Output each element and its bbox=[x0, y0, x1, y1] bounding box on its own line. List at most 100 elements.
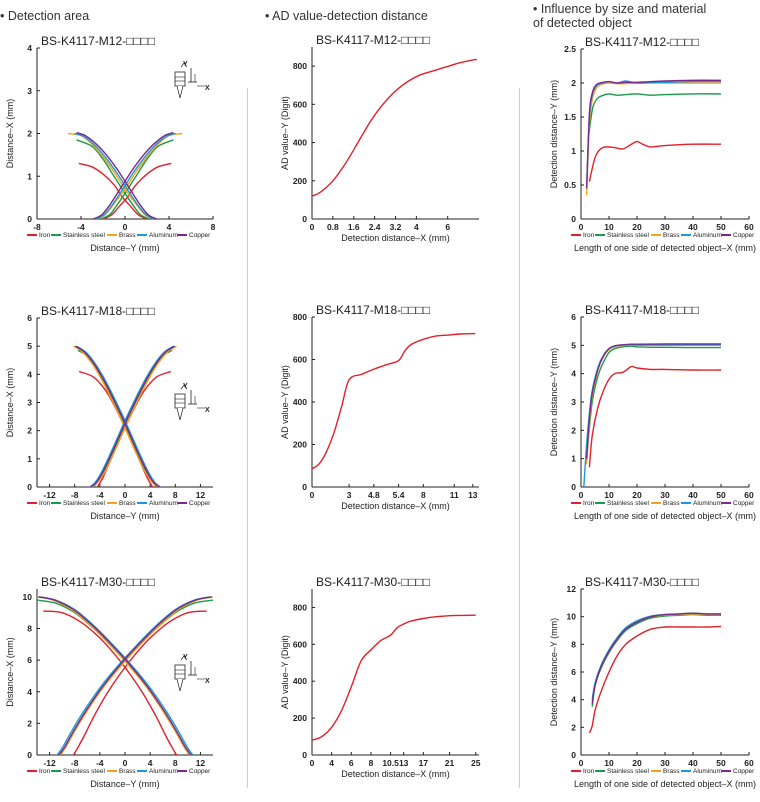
sensor-diagram: YX bbox=[155, 651, 215, 711]
x-tick-label: -4 bbox=[96, 490, 104, 500]
diagram-y-label: Y bbox=[183, 383, 188, 390]
y-tick-label: 6 bbox=[27, 655, 32, 665]
series-line-copper bbox=[76, 131, 158, 219]
legend-item-label: Brass bbox=[663, 232, 680, 239]
legend-item-label: Aluminum bbox=[149, 768, 178, 775]
series-group bbox=[312, 332, 476, 470]
series-line-copper bbox=[591, 612, 722, 704]
x-tick-label: 30 bbox=[660, 758, 670, 768]
column-divider-right bbox=[519, 88, 520, 788]
diagram-x-label: X bbox=[205, 678, 210, 685]
legend-item-label: Aluminum bbox=[149, 232, 178, 239]
series-group bbox=[67, 131, 183, 219]
legend-item-label: Brass bbox=[119, 500, 136, 507]
x-tick-label: 21 bbox=[445, 758, 455, 768]
y-tick-label: 5 bbox=[571, 340, 576, 350]
legend-item-label: Copper bbox=[189, 768, 211, 775]
series-line-iron bbox=[588, 365, 722, 468]
legend-item-label: Brass bbox=[663, 768, 680, 775]
series-line-aluminum bbox=[583, 343, 721, 487]
y-tick-label: 800 bbox=[293, 61, 307, 71]
y-tick-label: 2 bbox=[27, 129, 32, 139]
series-group bbox=[583, 343, 722, 487]
chart-ad-m18: BS-K4117-M18-□□□□ 0 200 400 600 800 0 3 4.8 5.4 8 1… bbox=[280, 303, 479, 511]
y-tick-label: 6 bbox=[571, 667, 576, 677]
series-line-copper bbox=[89, 345, 176, 487]
x-tick-label: 2.4 bbox=[369, 222, 381, 232]
y-tick-label: 400 bbox=[293, 397, 307, 407]
sensor-diagram: YX bbox=[155, 380, 215, 440]
y-tick-label: 800 bbox=[293, 312, 307, 322]
x-tick-label: 60 bbox=[744, 222, 754, 232]
x-tick-label: -4 bbox=[96, 758, 104, 768]
x-tick-label: 1.6 bbox=[348, 222, 360, 232]
series-group bbox=[312, 58, 478, 197]
series-line-aluminum bbox=[585, 80, 722, 189]
chart-ad-m30: BS-K4117-M30-□□□□ 0 200 400 600 800 0 4 6 8 10.5 13… bbox=[280, 575, 481, 779]
x-tick-label: 8 bbox=[369, 758, 374, 768]
series-group bbox=[312, 614, 476, 741]
x-tick-label: 12 bbox=[196, 758, 206, 768]
legend-item-label: Brass bbox=[663, 500, 680, 507]
y-tick-label: 0 bbox=[571, 482, 576, 492]
legend-item-label: Stainless steel bbox=[63, 500, 105, 507]
series-line-stainless-steel bbox=[587, 93, 722, 141]
legend-item-label: Iron bbox=[39, 768, 51, 775]
x-tick-label: 10.5 bbox=[382, 758, 399, 768]
y-tick-label: 3 bbox=[571, 397, 576, 407]
series-line-copper bbox=[92, 131, 174, 219]
legend: Iron Stainless steel Brass Aluminum Copper bbox=[571, 500, 755, 507]
series-line-brass bbox=[73, 345, 159, 487]
legend-item-label: Stainless steel bbox=[63, 768, 105, 775]
x-tick-label: -8 bbox=[71, 758, 79, 768]
x-tick-label: 8 bbox=[173, 758, 178, 768]
x-tick-label: 20 bbox=[632, 490, 642, 500]
y-tick-label: 400 bbox=[293, 138, 307, 148]
sensor-body-icon bbox=[174, 71, 186, 87]
y-tick-label: 600 bbox=[293, 355, 307, 365]
series-line-iron bbox=[588, 625, 722, 734]
x-tick-label: 10 bbox=[604, 758, 614, 768]
series-line-copper bbox=[585, 343, 721, 459]
y-tick-label: 1 bbox=[571, 146, 576, 156]
legend-item-label: Stainless steel bbox=[607, 768, 649, 775]
legend-item-label: Iron bbox=[39, 232, 51, 239]
series-line-aluminum bbox=[89, 345, 174, 487]
chart-title: BS-K4117-M30-□□□□ bbox=[41, 575, 155, 589]
x-tick-label: 30 bbox=[660, 490, 670, 500]
diagram-y-label: Y bbox=[183, 654, 188, 661]
chart-size-m30: BS-K4117-M30-□□□□ 0 2 4 6 8 10 12 0 10 20 30 40 50 60 D… bbox=[549, 575, 756, 789]
y-tick-label: 4 bbox=[27, 687, 32, 697]
y-tick-label: 1 bbox=[27, 171, 32, 181]
x-tick-label: 11 bbox=[450, 490, 459, 500]
series-line-brass bbox=[585, 344, 721, 465]
x-axis-label: Detection distance–X (mm) bbox=[341, 233, 450, 243]
legend: Iron Stainless steel Brass Aluminum Copper bbox=[27, 500, 211, 507]
series-line-copper bbox=[38, 596, 192, 755]
x-tick-label: 50 bbox=[716, 222, 726, 232]
x-tick-label: 0 bbox=[310, 222, 315, 232]
y-axis-label: Detection distance–Y (mm) bbox=[549, 618, 559, 726]
y-tick-label: 0 bbox=[302, 214, 307, 224]
x-tick-label: 50 bbox=[716, 758, 726, 768]
x-tick-label: 8 bbox=[211, 222, 216, 232]
series-line-aluminum bbox=[74, 132, 155, 219]
x-axis-label: Length of one side of detected object–X … bbox=[574, 511, 756, 521]
chart-title: BS-K4117-M12-□□□□ bbox=[316, 33, 430, 47]
series-line-ad bbox=[312, 614, 476, 741]
diagram-y-label: Y bbox=[183, 61, 188, 68]
chart-size-m12: BS-K4117-M12-□□□□ 0 0.5 1 1.5 2 2.5 0 10 20 30 40 50… bbox=[549, 35, 756, 253]
y-tick-label: 3 bbox=[27, 398, 32, 408]
legend: Iron Stainless steel Brass Aluminum Copper bbox=[27, 232, 211, 239]
y-tick-label: 10 bbox=[567, 612, 577, 622]
x-tick-label: 6 bbox=[349, 758, 354, 768]
x-axis-label: Distance–Y (mm) bbox=[90, 511, 159, 521]
series-line-stainless-steel bbox=[587, 345, 721, 442]
x-tick-label: 5.4 bbox=[393, 490, 405, 500]
y-tick-label: 200 bbox=[293, 713, 307, 723]
chart-area-m12: BS-K4117-M12-□□□□ 0 1 2 3 4 -8 -4 0 4 8 Distance–X … bbox=[5, 34, 216, 253]
x-tick-label: 12 bbox=[196, 490, 206, 500]
legend-item-label: Iron bbox=[583, 232, 595, 239]
legend-item-label: Copper bbox=[189, 232, 211, 239]
